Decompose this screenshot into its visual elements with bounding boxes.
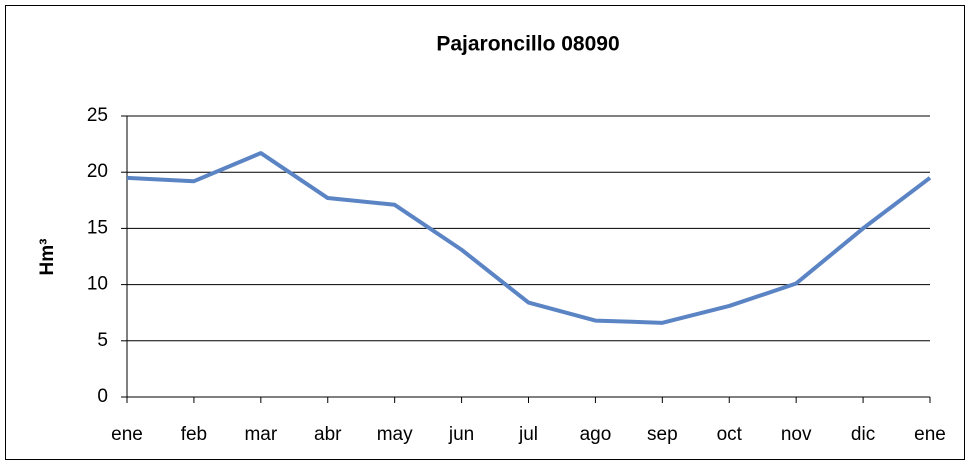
y-tick-label: 15 xyxy=(87,217,108,238)
x-tick-label: ene xyxy=(914,424,946,445)
x-tick-label: may xyxy=(377,424,413,445)
y-tick-label: 5 xyxy=(97,330,108,351)
y-tick-label: 10 xyxy=(87,274,108,295)
line-series xyxy=(126,151,932,325)
x-tick-label: nov xyxy=(781,424,812,445)
x-tick-label: jul xyxy=(518,424,538,445)
x-tick-label: jun xyxy=(448,424,474,445)
y-axis-label: Hm³ xyxy=(37,239,58,276)
x-tick-label: dic xyxy=(851,424,875,445)
chart-frame xyxy=(5,5,965,460)
x-tick-label: abr xyxy=(314,424,342,445)
x-tick-label: ago xyxy=(580,424,612,445)
y-tick-label: 20 xyxy=(87,161,108,182)
x-tick-label: sep xyxy=(647,424,678,445)
x-tick-label: ene xyxy=(111,424,143,445)
chart-title: Pajaroncillo 08090 xyxy=(436,33,619,56)
y-tick-label: 25 xyxy=(87,105,108,126)
x-tick-label: oct xyxy=(717,424,743,445)
y-tick-label: 0 xyxy=(97,386,108,407)
x-tick-label: mar xyxy=(244,424,277,445)
x-tick-label: feb xyxy=(181,424,207,445)
